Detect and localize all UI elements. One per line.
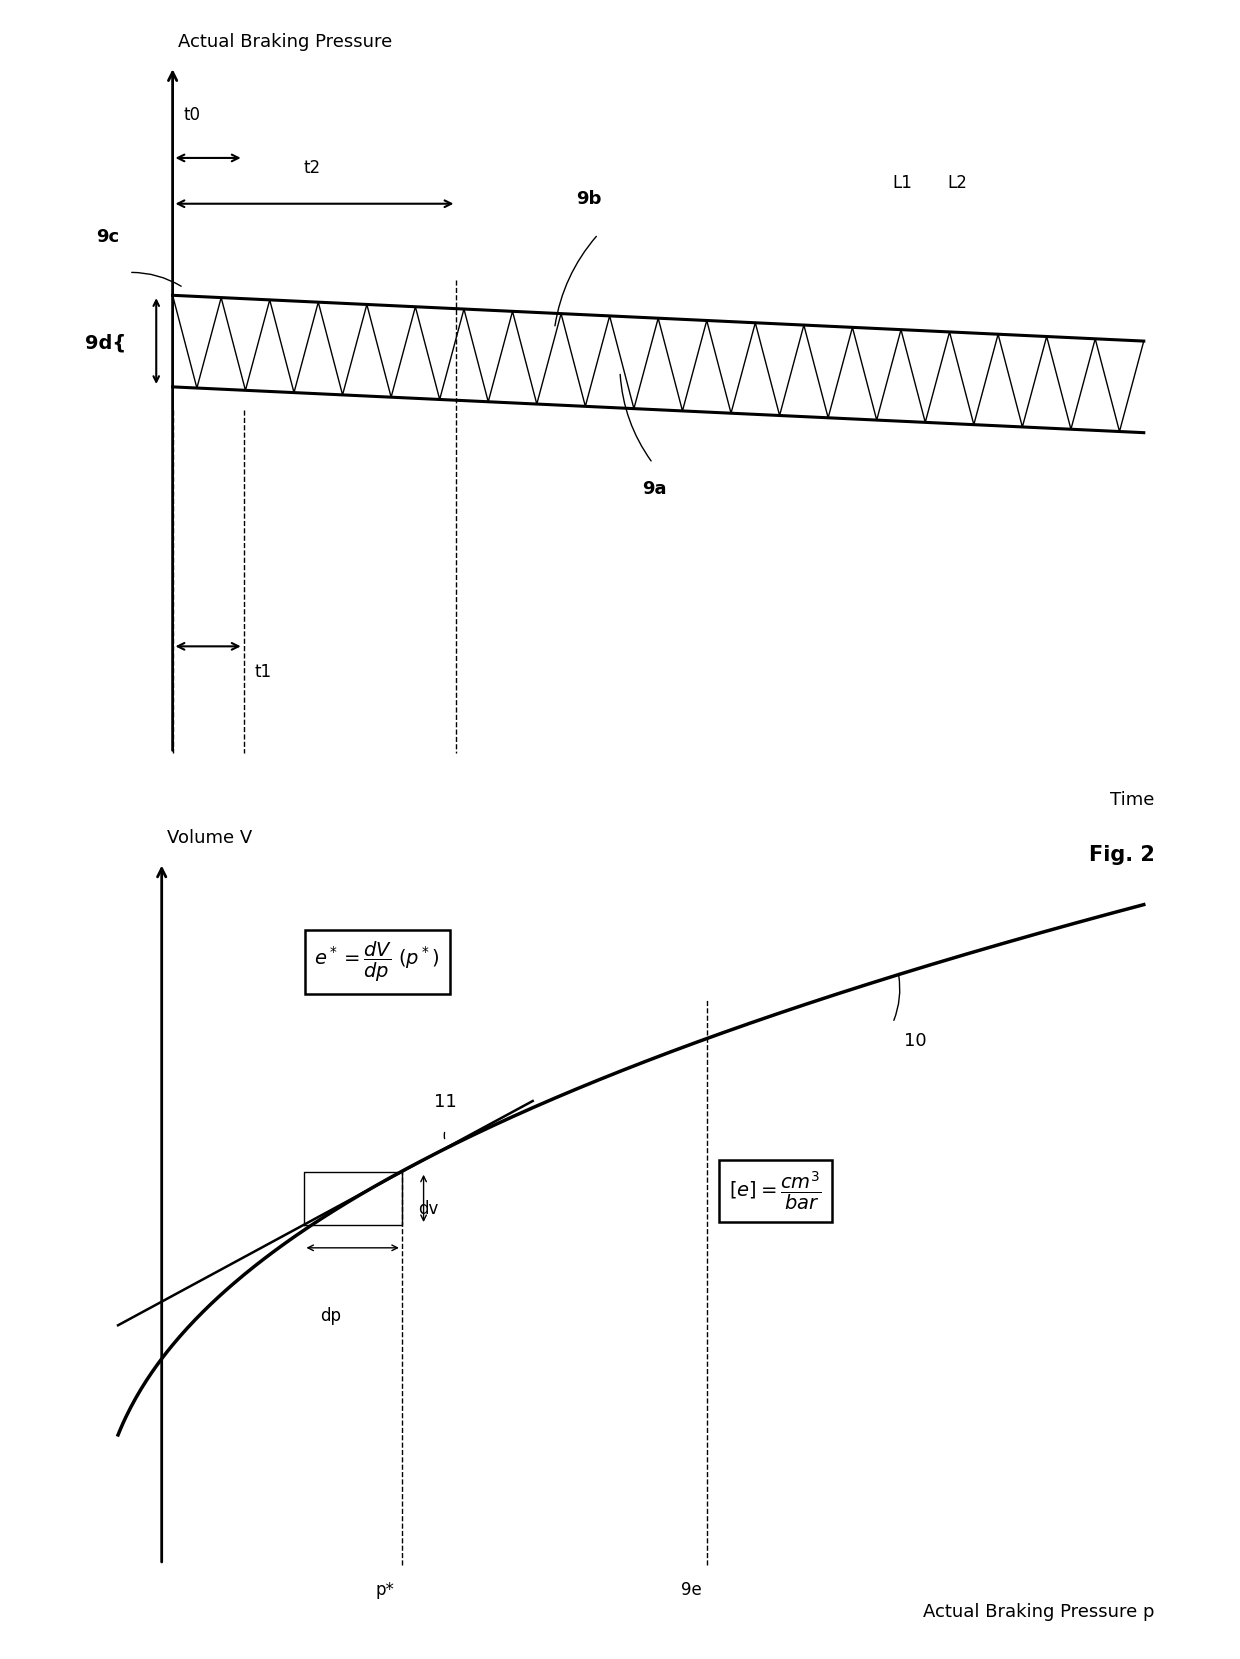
Text: 9b: 9b [577, 189, 601, 207]
Text: 9a: 9a [642, 479, 666, 498]
Text: t0: t0 [184, 106, 201, 124]
Text: Actual Braking Pressure p: Actual Braking Pressure p [924, 1603, 1154, 1621]
Text: t1: t1 [254, 664, 272, 680]
Text: Fig. 2: Fig. 2 [1089, 844, 1154, 864]
Text: $[e] = \dfrac{cm^3}{bar}$: $[e] = \dfrac{cm^3}{bar}$ [729, 1170, 822, 1213]
Text: Volume V: Volume V [167, 830, 253, 848]
Text: dp: dp [320, 1307, 341, 1324]
Text: Time: Time [1110, 791, 1154, 810]
Text: dv: dv [418, 1199, 439, 1218]
Text: 11: 11 [434, 1093, 458, 1112]
Text: 9c: 9c [97, 227, 119, 246]
Text: p*: p* [376, 1581, 394, 1599]
Text: L1: L1 [893, 174, 913, 192]
Text: Actual Braking Pressure: Actual Braking Pressure [179, 33, 392, 51]
Text: 9d{: 9d{ [86, 333, 126, 353]
Text: $e^* = \dfrac{dV}{dp}\ (p^*)$: $e^* = \dfrac{dV}{dp}\ (p^*)$ [315, 941, 440, 984]
Text: 10: 10 [904, 1032, 926, 1050]
Text: L2: L2 [947, 174, 967, 192]
Text: t2: t2 [304, 159, 321, 178]
Text: 9e: 9e [681, 1581, 702, 1599]
